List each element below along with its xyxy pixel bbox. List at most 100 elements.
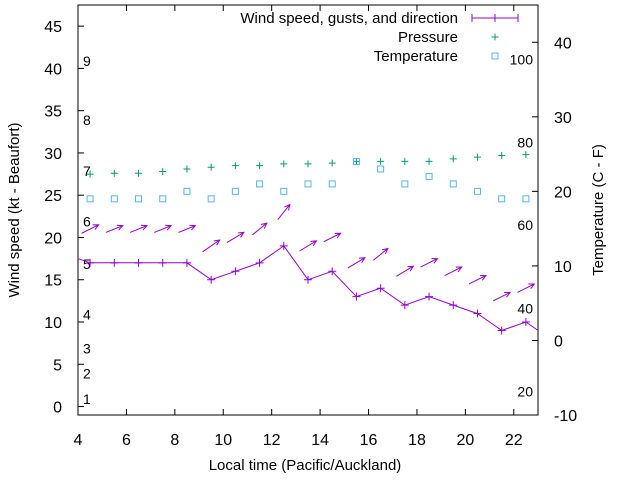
gust-direction-arrow: [154, 224, 173, 233]
temperature-point: [328, 180, 336, 188]
gust-direction-arrow: [202, 239, 221, 253]
wind-speed-point: [304, 275, 312, 284]
y2-tick-label: 20: [554, 184, 572, 201]
wind-speed-point: [110, 258, 119, 267]
legend-swatch-wind-marker: [471, 14, 519, 22]
pressure-point: [304, 160, 312, 168]
pressure-point: [352, 157, 360, 165]
wind-speed-point: [497, 326, 506, 335]
wind-speed-point: [376, 284, 385, 293]
gust-direction-arrow: [105, 224, 124, 233]
wind-speed-point: [86, 258, 95, 267]
pressure-point: [473, 153, 481, 161]
x-tick-label: 10: [214, 432, 232, 449]
wind-speed-point: [134, 258, 143, 267]
y-axis-label: Wind speed (kt - Beaufort): [6, 122, 23, 297]
temperature-point: [256, 180, 264, 188]
wind-speed-point: [449, 301, 458, 310]
y-tick-label: 40: [44, 61, 62, 78]
fahrenheit-label: 40: [517, 301, 533, 317]
pressure-point: [86, 170, 94, 178]
y-tick-label: 30: [44, 146, 62, 163]
y-tick-label: 10: [44, 315, 62, 332]
temperature-point: [449, 180, 457, 188]
pressure-point: [280, 160, 288, 168]
fahrenheit-label: 20: [517, 383, 533, 399]
gust-direction-arrow: [517, 283, 536, 293]
temperature-point: [207, 195, 215, 203]
wind-speed-point: [255, 258, 264, 267]
x-tick-label: 6: [122, 432, 131, 449]
wind-speed-point: [425, 292, 434, 301]
temperature-point: [183, 187, 191, 195]
pressure-point: [207, 163, 215, 171]
pressure-point: [328, 159, 336, 167]
pressure-point: [183, 165, 191, 173]
y-tick-label: 25: [44, 188, 62, 205]
temperature-point: [401, 180, 409, 188]
wind-speed-point: [279, 241, 288, 250]
wind-speed-point: [546, 335, 554, 343]
gust-direction-arrow: [226, 231, 245, 243]
beaufort-label: 9: [83, 53, 91, 69]
y-tick-label: 15: [44, 273, 62, 290]
pressure-point: [425, 157, 433, 165]
legend-label: Pressure: [398, 29, 458, 46]
x-tick-label: 22: [505, 432, 523, 449]
x-tick-label: 4: [74, 432, 83, 449]
fahrenheit-label: 80: [517, 134, 533, 150]
beaufort-label: 1: [83, 391, 91, 407]
y-tick-label: 0: [53, 400, 62, 417]
temperature-point: [304, 180, 312, 188]
y2-tick-label: 0: [554, 333, 563, 350]
gust-direction-arrow: [373, 247, 389, 261]
temperature-point: [522, 195, 530, 203]
y-tick-label: 5: [53, 357, 62, 374]
temperature-point: [280, 187, 288, 195]
wind-speed-point: [521, 318, 530, 327]
gust-direction-arrow: [444, 266, 463, 276]
wind-speed-point: [328, 267, 337, 276]
x-tick-label: 12: [263, 432, 281, 449]
temperature-point: [498, 195, 506, 203]
wind-speed-point: [352, 292, 361, 301]
temperature-point: [110, 195, 118, 203]
x-axis-label: Local time (Pacific/Auckland): [209, 457, 402, 474]
gust-direction-arrow: [81, 224, 100, 234]
pressure-point: [522, 151, 530, 159]
wind-speed-point: [473, 309, 482, 318]
x-tick-label: 14: [311, 432, 329, 449]
fahrenheit-label: 60: [517, 217, 533, 233]
wind-speed-point: [207, 275, 216, 284]
beaufort-label: 2: [83, 366, 91, 382]
plot-frame: [77, 4, 539, 416]
pressure-point: [401, 157, 409, 165]
temperature-point: [377, 165, 385, 173]
y2-tick-label: -10: [554, 408, 577, 425]
temperature-point: [352, 158, 360, 166]
temperature-point: [473, 187, 481, 195]
pressure-point: [110, 169, 118, 177]
gust-direction-arrow: [277, 203, 291, 221]
beaufort-label: 7: [83, 163, 91, 179]
beaufort-label: 8: [83, 112, 91, 128]
gust-direction-arrow: [252, 222, 268, 236]
x-tick-label: 8: [170, 432, 179, 449]
gust-direction-arrow: [323, 232, 342, 243]
wind-speed-point: [400, 301, 409, 310]
wind-speed-point: [158, 258, 167, 267]
gust-direction-arrow: [178, 224, 197, 233]
x-tick-label: 18: [408, 432, 426, 449]
wind-speed-point: [62, 250, 70, 258]
y-tick-label: 45: [44, 19, 62, 36]
series-clip-group: [62, 151, 554, 343]
gust-direction-arrow: [396, 265, 415, 277]
legend-swatch-pressure: [491, 33, 499, 41]
beaufort-label: 3: [83, 340, 91, 356]
pressure-point: [449, 155, 457, 163]
legend-swatch-temperature: [491, 52, 499, 60]
legend-label: Wind speed, gusts, and direction: [240, 10, 458, 27]
wind-speed-point: [231, 267, 240, 276]
legend-label: Temperature: [374, 48, 458, 65]
